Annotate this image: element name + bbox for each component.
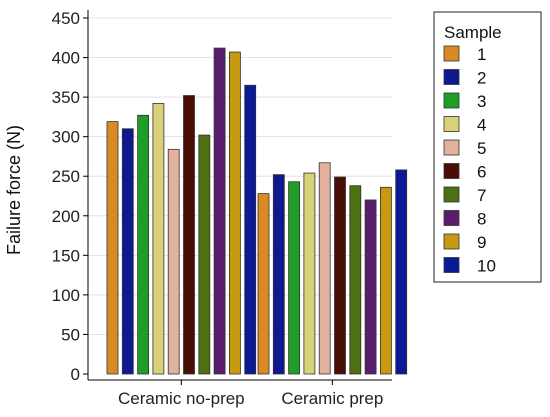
legend-label-6: 6	[477, 163, 486, 182]
x-tick-label: Ceramic prep	[281, 389, 383, 408]
y-tick-label: 100	[52, 286, 80, 305]
bar-sample-6-no-prep	[183, 95, 195, 375]
legend-label-4: 4	[477, 116, 486, 135]
bar-sample-3-prep	[288, 181, 301, 375]
legend-swatch-1	[443, 45, 460, 62]
y-ticks: 0 50 100 150 200 250 300 350 400 450	[52, 9, 88, 384]
y-axis-label: Failure force (N)	[4, 125, 24, 255]
y-tick-label: 150	[52, 246, 80, 265]
legend-label-3: 3	[477, 92, 486, 111]
legend-label-10: 10	[477, 257, 496, 276]
bar-sample-8-prep	[364, 199, 377, 375]
bar-sample-2-prep	[272, 174, 285, 375]
legend-label-5: 5	[477, 139, 486, 158]
bar-sample-5-prep	[318, 162, 331, 375]
y-tick-label: 400	[52, 49, 80, 68]
bar-sample-7-prep	[349, 185, 362, 375]
x-tick-label: Ceramic no-prep	[118, 389, 245, 408]
bar-sample-5-no-prep	[167, 148, 180, 375]
axes	[87, 10, 392, 381]
y-tick-label: 0	[71, 365, 80, 384]
legend-label-9: 9	[477, 233, 486, 252]
bar-sample-1-no-prep	[106, 121, 119, 375]
legend: Sample 1 2 3 4 5 6 7 8 9 10	[433, 11, 542, 283]
legend-swatch-5	[443, 139, 460, 156]
legend-swatch-9	[443, 233, 460, 250]
legend-swatch-4	[443, 116, 460, 132]
bar-sample-4-prep	[303, 172, 316, 375]
bar-sample-7-no-prep	[198, 134, 211, 375]
legend-swatch-10	[443, 257, 460, 273]
bar-sample-10-prep	[395, 169, 408, 375]
bar-sample-1-prep	[257, 193, 270, 375]
y-tick-label: 300	[52, 128, 80, 147]
legend-label-8: 8	[477, 210, 486, 229]
legend-label-2: 2	[477, 69, 486, 88]
y-tick-label: 250	[52, 167, 80, 186]
y-tick-label: 50	[61, 325, 80, 344]
legend-swatch-7	[443, 186, 460, 203]
bar-sample-9-no-prep	[228, 51, 241, 375]
y-tick-label: 350	[52, 88, 80, 107]
y-tick-label: 200	[52, 207, 80, 226]
bar-sample-4-no-prep	[152, 103, 165, 375]
legend-swatch-3	[443, 92, 460, 109]
legend-swatch-8	[443, 210, 460, 226]
legend-items: 1 2 3 4 5 6 7 8 9 10	[443, 45, 496, 276]
bar-sample-9-prep	[379, 186, 392, 375]
x-ticks: Ceramic no-prep Ceramic prep	[118, 380, 383, 408]
bar-sample-10-no-prep	[244, 84, 257, 375]
legend-title: Sample	[444, 23, 502, 42]
bar-sample-6-prep	[334, 176, 346, 375]
bar-sample-8-no-prep	[213, 47, 226, 375]
legend-label-1: 1	[477, 45, 486, 64]
bar-sample-3-no-prep	[137, 114, 150, 375]
bar-sample-2-no-prep	[121, 128, 134, 375]
y-tick-label: 450	[52, 9, 80, 28]
legend-swatch-6	[443, 163, 460, 179]
legend-swatch-2	[443, 69, 460, 85]
legend-label-7: 7	[477, 186, 486, 205]
bars	[106, 47, 408, 375]
